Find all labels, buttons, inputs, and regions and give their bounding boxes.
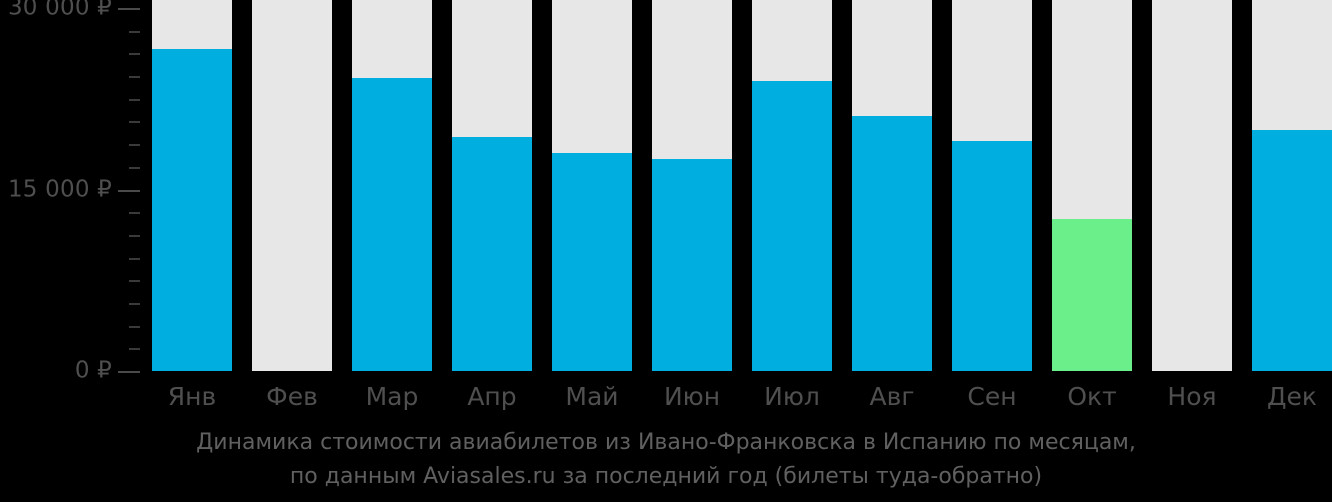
y-axis: 30 000 ₽ 15 000 ₽ 0 ₽	[0, 0, 152, 384]
bar-value[interactable]	[1052, 218, 1132, 371]
x-axis-label-6: Июн	[663, 382, 721, 411]
y-axis-tick	[118, 189, 140, 192]
x-axis-label-11: Ноя	[1167, 382, 1217, 411]
y-axis-label: 15 000 ₽	[7, 176, 112, 202]
y-axis-tick	[129, 302, 140, 305]
bar-track	[252, 0, 332, 371]
x-axis-label-12: Дек	[1266, 382, 1317, 411]
bar-column[interactable]	[952, 0, 1032, 371]
x-axis: Янв Фев Мар Апр Май Июн Июл Авг Сен Окт Ноя Дек	[0, 371, 1332, 423]
x-axis-label-3: Мар	[365, 382, 419, 411]
x-axis-label-7: Июл	[764, 382, 820, 411]
x-axis-label-2: Фев	[266, 382, 318, 411]
x-axis-label-1: Янв	[167, 382, 217, 411]
bar-value[interactable]	[352, 78, 432, 371]
bar-value[interactable]	[952, 141, 1032, 371]
bar-column[interactable]	[452, 0, 532, 371]
y-axis-tick	[129, 30, 140, 33]
y-axis-label: 30 000 ₽	[7, 0, 112, 21]
bar-column[interactable]	[752, 0, 832, 371]
y-axis-tick	[129, 257, 140, 260]
x-axis-label-4: Апр	[467, 382, 517, 411]
bar-value[interactable]	[152, 49, 232, 371]
bar-value[interactable]	[1252, 130, 1332, 371]
bar-value[interactable]	[852, 115, 932, 371]
y-axis-label: 0 ₽	[74, 357, 112, 384]
y-axis-tick	[129, 121, 140, 124]
y-axis-tick	[129, 234, 140, 237]
y-axis-tick	[129, 212, 140, 215]
bar-column[interactable]	[252, 0, 332, 371]
x-axis-label-5: Май	[565, 382, 619, 411]
caption-line-2: по данным Aviasales.ru за последний год …	[289, 464, 1043, 489]
bar-value[interactable]	[752, 80, 832, 371]
bar-column[interactable]	[1252, 0, 1332, 371]
y-axis-tick	[129, 280, 140, 283]
y-axis-tick	[129, 348, 140, 351]
bar-column[interactable]	[352, 0, 432, 371]
y-axis-tick	[129, 325, 140, 328]
y-axis-tick	[129, 166, 140, 169]
bar-track	[1152, 0, 1232, 371]
y-axis-tick	[129, 98, 140, 101]
bar-value[interactable]	[452, 137, 532, 371]
plot-area	[152, 0, 1332, 371]
x-axis-label-9: Сен	[967, 382, 1017, 411]
bar-column[interactable]	[652, 0, 732, 371]
y-axis-tick	[129, 144, 140, 147]
caption-line-1: Динамика стоимости авиабилетов из Ивано-…	[196, 430, 1136, 455]
bar-column[interactable]	[852, 0, 932, 371]
y-axis-tick	[129, 53, 140, 56]
bar-column[interactable]	[1052, 0, 1132, 371]
y-axis-tick	[118, 371, 140, 373]
y-axis-tick	[118, 8, 140, 10]
bar-column[interactable]	[1152, 0, 1232, 371]
bar-column[interactable]	[152, 0, 232, 371]
chart-caption: Динамика стоимости авиабилетов из Ивано-…	[0, 426, 1332, 494]
x-axis-label-10: Окт	[1067, 382, 1117, 411]
bar-value[interactable]	[652, 159, 732, 371]
y-axis-tick	[129, 76, 140, 79]
bar-column[interactable]	[552, 0, 632, 371]
bar-value[interactable]	[552, 153, 632, 371]
x-axis-label-8: Авг	[869, 382, 915, 411]
